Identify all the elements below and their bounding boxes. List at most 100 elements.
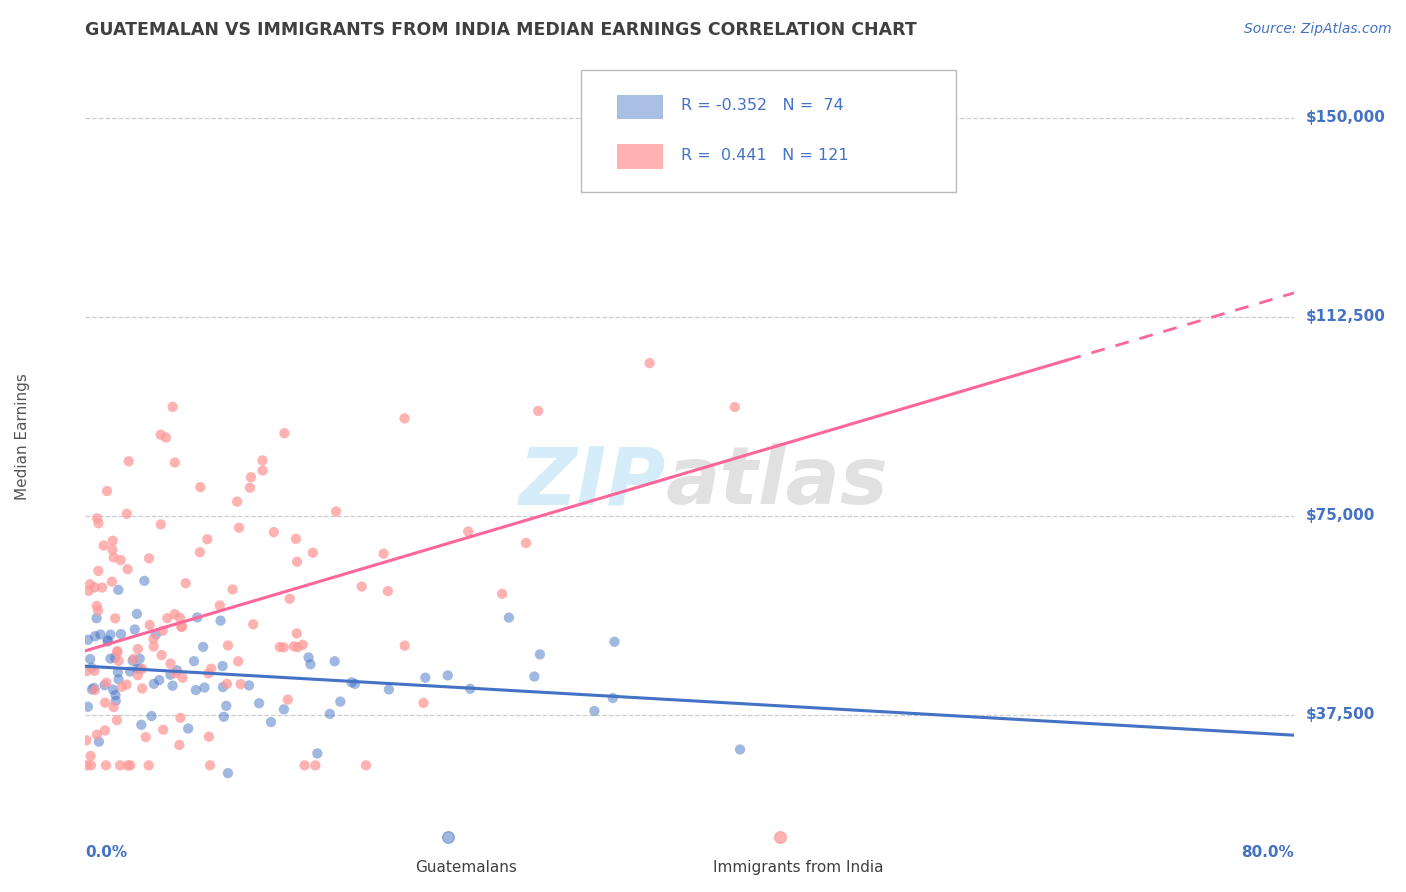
Point (105, 644, 128, 658)
Point (155, 431, 177, 445)
Point (269, 640, 291, 654)
Point (97, 633, 120, 648)
Point (149, 517, 172, 532)
Point (197, 666, 219, 681)
Point (297, 650, 319, 665)
Point (172, 671, 194, 685)
Point (378, 682, 401, 697)
Point (131, 718, 153, 732)
Point (458, 681, 481, 696)
Point (242, 617, 264, 632)
Point (150, 648, 173, 662)
Point (115, 507, 138, 521)
Point (77, 632, 100, 647)
FancyBboxPatch shape (617, 145, 662, 169)
Point (131, 681, 153, 696)
Point (87, 603, 110, 617)
Point (80, 682, 103, 697)
Point (145, 627, 167, 641)
Point (769, 830, 792, 844)
Point (93, 539, 115, 553)
Point (104, 650, 127, 665)
Point (186, 610, 208, 624)
Point (138, 551, 160, 566)
Point (134, 574, 156, 588)
Point (340, 675, 363, 690)
Point (285, 555, 308, 569)
Point (188, 545, 211, 559)
Text: GUATEMALAN VS IMMIGRANTS FROM INDIA MEDIAN EARNINGS CORRELATION CHART: GUATEMALAN VS IMMIGRANTS FROM INDIA MEDI… (84, 21, 917, 39)
Point (177, 722, 200, 736)
Point (101, 574, 124, 589)
Point (138, 758, 160, 772)
Point (94, 696, 117, 710)
Text: Median Earnings: Median Earnings (15, 373, 31, 500)
Point (83, 664, 105, 678)
Point (373, 547, 395, 561)
Point (294, 758, 316, 772)
Point (107, 654, 129, 668)
Text: $37,500: $37,500 (1305, 707, 1375, 723)
Point (299, 657, 322, 672)
Point (285, 532, 308, 546)
Point (86, 511, 108, 525)
Point (169, 711, 191, 725)
Point (156, 611, 179, 625)
Point (457, 524, 479, 539)
Point (87, 516, 110, 531)
Point (163, 607, 186, 621)
Point (80, 661, 103, 675)
Point (84, 629, 107, 643)
Point (110, 553, 132, 567)
Point (142, 677, 165, 691)
Text: 80.0%: 80.0% (1241, 845, 1294, 860)
Point (394, 411, 416, 425)
Text: 0.0%: 0.0% (84, 845, 127, 860)
Point (307, 747, 329, 761)
Point (122, 652, 145, 666)
FancyBboxPatch shape (581, 70, 956, 192)
Point (728, 742, 751, 756)
Point (87, 564, 110, 578)
Point (529, 648, 551, 662)
Point (127, 642, 149, 657)
Point (498, 610, 520, 624)
Point (228, 521, 250, 535)
Point (198, 758, 221, 772)
Point (79, 652, 101, 666)
Point (162, 400, 184, 414)
Point (170, 620, 193, 634)
Point (77, 583, 100, 598)
Point (117, 562, 139, 576)
Point (97, 634, 120, 648)
Point (148, 673, 170, 687)
Point (159, 657, 181, 671)
Point (169, 611, 191, 625)
Point (247, 696, 270, 710)
Point (263, 525, 285, 540)
Point (75, 758, 97, 772)
Point (127, 668, 149, 682)
Point (523, 669, 546, 683)
Point (239, 470, 262, 484)
Point (94, 723, 117, 738)
Point (128, 651, 150, 665)
Point (135, 730, 157, 744)
Point (159, 667, 181, 681)
Point (217, 766, 239, 780)
Point (104, 694, 127, 708)
Point (183, 654, 205, 668)
Point (152, 723, 174, 737)
Point (105, 645, 128, 659)
Point (107, 673, 129, 687)
Point (75, 733, 97, 747)
Point (200, 662, 222, 676)
Point (141, 709, 163, 723)
Point (117, 758, 139, 772)
Text: Guatemalans: Guatemalans (415, 861, 517, 875)
Point (212, 710, 235, 724)
Point (127, 662, 149, 676)
Point (120, 665, 142, 679)
Point (162, 679, 184, 693)
Point (188, 480, 211, 494)
